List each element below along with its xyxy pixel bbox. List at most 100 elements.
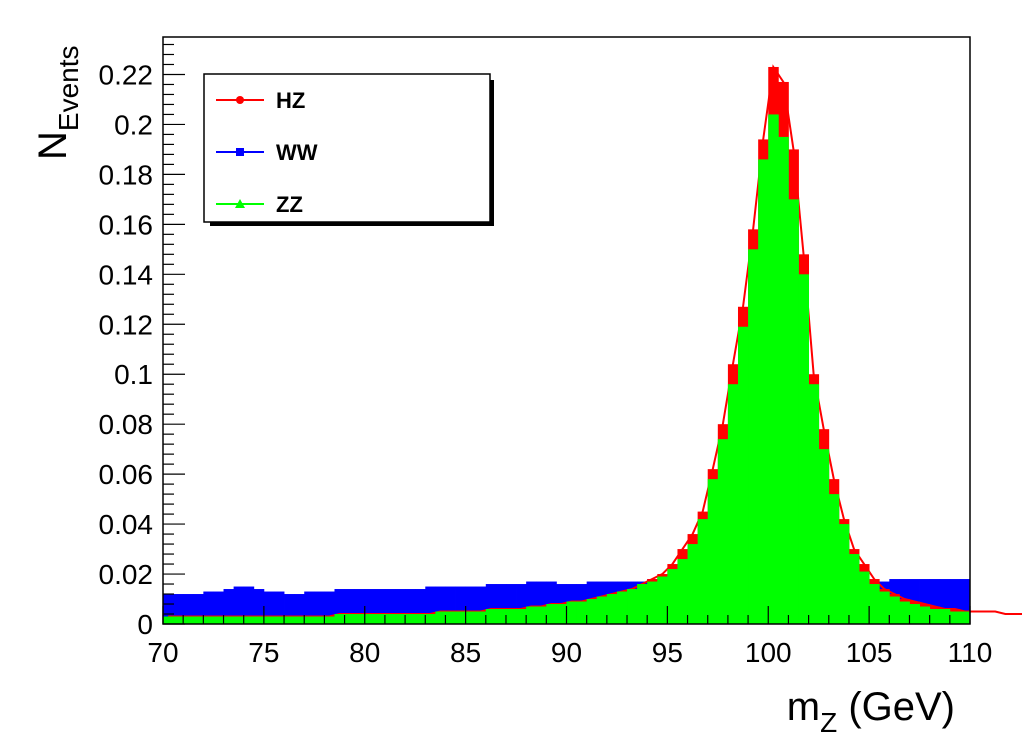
series-layer [163,64,1022,625]
y-tick-label: 0.02 [99,559,154,590]
y-tick-label: 0.06 [99,459,154,490]
bar-zz [586,599,598,624]
bar-zz [415,614,426,624]
bar-zz [253,616,265,624]
y-tick-label: 0.22 [99,59,154,90]
bar-ww [485,584,497,624]
bar-ww [536,581,547,624]
bar-zz [364,614,376,624]
bar-ww [364,589,376,624]
y-tick-label: 0.14 [99,259,154,290]
bar-zz [808,384,820,624]
legend-box [203,73,491,223]
bar-zz [556,604,567,624]
bar-ww [939,579,951,624]
bar-ww [516,584,527,624]
bar-zz [505,609,517,624]
y-tick-label: 0.16 [99,209,154,240]
bar-zz [879,591,890,624]
bar-zz [899,601,910,624]
bar-zz [284,616,295,624]
bar-ww [475,586,487,624]
bar-zz [384,614,396,624]
bar-zz [667,569,678,624]
bar-zz [455,611,467,624]
y-tick-label: 0.04 [99,509,154,540]
bar-zz [294,616,305,624]
y-tick-label: 0.2 [114,109,153,140]
bar-ww [445,586,456,624]
y-axis-title: NEvents [31,46,84,161]
bar-zz [909,604,920,624]
bar-zz [495,609,507,624]
bar-ww [284,594,295,624]
bar-ww [233,586,245,624]
bar-ww [163,594,174,624]
y-axis-title-main: N [31,131,75,160]
bar-zz [717,439,729,624]
bar-zz [889,596,900,624]
bar-ww [243,586,255,624]
bar-ww [415,589,426,624]
bar-zz [758,159,769,624]
bar-zz [737,326,749,624]
bar-zz [929,609,941,624]
bar-zz [546,604,557,624]
bar-zz [213,616,224,624]
x-tick-label: 80 [349,637,380,668]
bar-zz [314,616,325,624]
bar-zz [475,611,487,624]
bar-zz [334,614,345,624]
bar-ww [294,594,305,624]
legend-entry-hz: HZ [216,88,305,113]
bar-ww [253,589,265,624]
legend-entry-ww: WW [216,140,318,165]
x-tick-label: 90 [551,637,582,668]
bar-ww [526,581,537,624]
bar-ww [949,579,961,624]
x-axis-title: mZ (GeV) [787,685,955,738]
bar-ww [304,591,315,624]
bar-ww [273,591,285,624]
bar-zz [606,594,618,624]
y-tick-label: 0.18 [99,159,154,190]
bar-zz [677,559,688,624]
bar-zz [798,274,809,624]
bar-zz [778,136,789,624]
bar-zz [838,524,850,624]
bar-zz [445,611,456,624]
bar-zz [707,479,719,624]
bar-zz [939,609,951,624]
bar-ww [344,589,356,624]
bar-zz [818,449,830,624]
bar-ww [173,594,184,624]
bar-zz [273,616,285,624]
bar-ww [455,586,467,624]
x-tick-label: 75 [248,637,279,668]
bar-zz [959,611,971,624]
bar-zz [263,616,275,624]
bar-ww [546,581,557,624]
bar-zz [374,614,386,624]
bar-zz [344,614,356,624]
bar-ww [425,586,436,624]
legend-marker [235,199,245,208]
bar-zz [435,611,446,624]
x-axis-title-main: m [787,685,820,729]
x-tick-label: 70 [147,637,178,668]
bar-zz [405,614,416,624]
bar-zz [233,616,245,624]
bar-zz [516,609,527,624]
legend-marker [236,96,244,104]
tick-labels: 70 75 80 85 90 95 100 105 110 0 0.02 0.04 0.06 0.08 0.… [99,59,993,668]
bar-ww [959,579,971,624]
x-axis-title-sub: Z [820,707,837,738]
bar-zz [697,519,709,624]
bar-zz [526,606,537,624]
legend-label: WW [276,140,318,165]
y-tick-label: 0.12 [99,309,154,340]
legend-entries: HZ WW ZZ [216,88,318,217]
x-tick-label: 95 [652,637,683,668]
legend-entry-zz: ZZ [216,192,303,217]
